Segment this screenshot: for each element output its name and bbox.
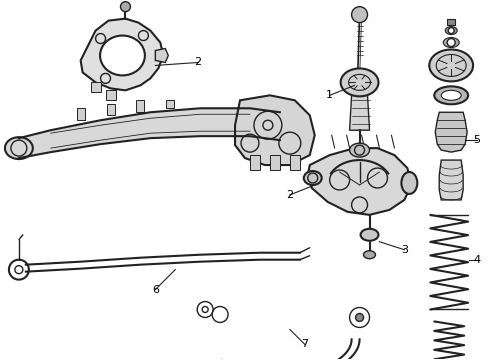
Polygon shape [435, 112, 467, 152]
Ellipse shape [100, 36, 145, 75]
Circle shape [356, 314, 364, 321]
Polygon shape [439, 160, 463, 200]
Polygon shape [235, 95, 315, 165]
Text: 6: 6 [152, 284, 159, 294]
Polygon shape [19, 108, 280, 158]
Circle shape [121, 2, 130, 12]
Ellipse shape [443, 37, 459, 48]
Polygon shape [166, 100, 174, 108]
Ellipse shape [441, 90, 461, 100]
Text: 1: 1 [326, 90, 333, 100]
Ellipse shape [429, 50, 473, 81]
Text: 5: 5 [474, 135, 481, 145]
Ellipse shape [434, 86, 468, 104]
Polygon shape [105, 90, 116, 100]
Polygon shape [155, 49, 168, 62]
Ellipse shape [5, 137, 33, 159]
Ellipse shape [361, 229, 378, 241]
Circle shape [447, 39, 455, 46]
Text: 2: 2 [286, 190, 294, 200]
Polygon shape [349, 95, 369, 130]
Ellipse shape [341, 68, 378, 96]
Text: 2: 2 [195, 58, 202, 67]
Ellipse shape [364, 251, 375, 259]
Polygon shape [250, 155, 260, 170]
Circle shape [352, 7, 368, 23]
Polygon shape [76, 108, 85, 120]
Polygon shape [270, 155, 280, 170]
Ellipse shape [304, 171, 322, 185]
Circle shape [448, 28, 454, 33]
Text: 3: 3 [401, 245, 408, 255]
Ellipse shape [349, 143, 369, 157]
Text: 4: 4 [473, 255, 481, 265]
Text: 7: 7 [301, 339, 308, 349]
Ellipse shape [445, 27, 457, 35]
Polygon shape [447, 19, 455, 24]
Polygon shape [308, 148, 412, 215]
Polygon shape [81, 19, 163, 90]
Polygon shape [290, 155, 300, 170]
Polygon shape [106, 104, 115, 115]
Polygon shape [91, 82, 100, 92]
Ellipse shape [401, 172, 417, 194]
Polygon shape [136, 100, 145, 112]
